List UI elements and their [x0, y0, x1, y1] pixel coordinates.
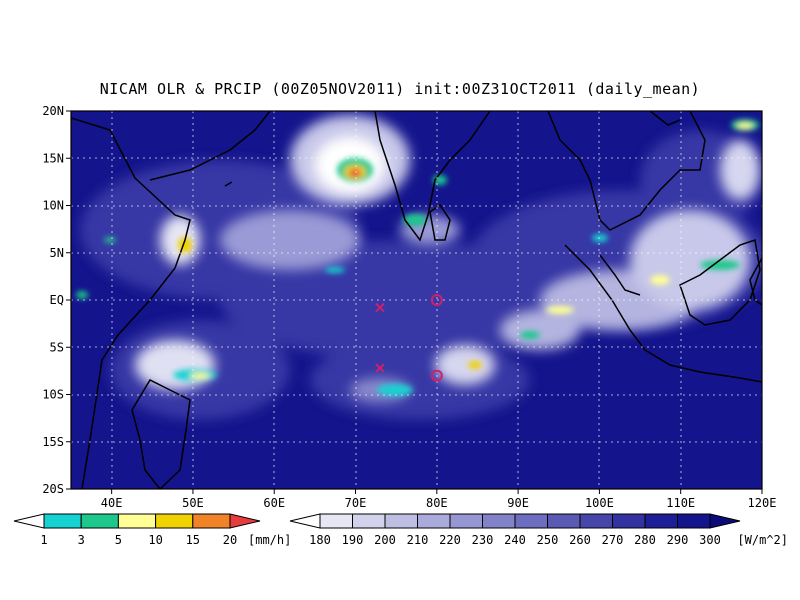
olr-legend-label: 180	[309, 533, 331, 547]
x-marker	[375, 363, 385, 373]
map-field	[71, 111, 762, 489]
lon-tick-label: 60E	[263, 496, 285, 510]
precip-unit: [mm/h]	[248, 533, 291, 547]
lat-tick-label: 5N	[50, 246, 64, 260]
olr-legend-box	[612, 513, 646, 529]
precip-legend-label: 3	[78, 533, 85, 547]
olr-unit: [W/m^2]	[737, 533, 788, 547]
precip-legend: 1 3 5 10 15 20 [mm/h]	[13, 513, 291, 547]
markers-group	[375, 294, 443, 382]
lon-tick-label: 90E	[507, 496, 529, 510]
x-marker	[375, 302, 385, 313]
lat-tick-label: 10N	[42, 199, 64, 213]
olr-legend-box	[352, 513, 386, 529]
circle-marker	[430, 369, 443, 382]
precip-legend-arrow-low	[13, 513, 45, 529]
olr-legend-label: 240	[504, 533, 526, 547]
olr-legend-label: 290	[667, 533, 689, 547]
precip-legend-box	[43, 513, 82, 529]
precip-legend-label: 5	[115, 533, 122, 547]
lat-tick-label: 20S	[42, 482, 64, 496]
lon-tick-label: 50E	[182, 496, 204, 510]
olr-legend-box	[547, 513, 581, 529]
lon-tick-label: 110E	[666, 496, 695, 510]
olr-legend: 180 190 200 210 220 230 240 250 260 270 280 290 300 […	[289, 513, 788, 547]
olr-legend-box	[417, 513, 451, 529]
olr-legend-label: 270	[602, 533, 624, 547]
precip-legend-label: 10	[148, 533, 162, 547]
olr-legend-box	[482, 513, 516, 529]
olr-legend-label: 230	[472, 533, 494, 547]
coastlines	[71, 111, 762, 489]
grid-lines	[71, 111, 762, 489]
olr-legend-arrow-low	[289, 513, 321, 529]
map-title: NICAM OLR & PRCIP (00Z05NOV2011) init:00…	[99, 80, 701, 98]
olr-legend-box	[514, 513, 548, 529]
olr-legend-box	[579, 513, 613, 529]
lat-tick-label: 10S	[42, 388, 64, 402]
lat-tick-label: 5S	[50, 340, 64, 354]
precip-legend-box	[80, 513, 119, 529]
olr-legend-box	[319, 513, 353, 529]
olr-legend-label: 280	[634, 533, 656, 547]
lon-tick-label: 120E	[748, 496, 777, 510]
olr-legend-arrow-high	[709, 513, 741, 529]
olr-legend-label: 250	[537, 533, 559, 547]
precip-legend-label: 20	[223, 533, 237, 547]
precip-legend-box	[155, 513, 194, 529]
olr-legend-label: 210	[407, 533, 429, 547]
lon-axis: 40E 50E 60E 70E 80E 90E 100E 110E 120E	[101, 489, 777, 510]
lat-axis: 20N 15N 10N 5N EQ 5S 10S 15S 20S	[42, 104, 71, 496]
lon-tick-label: 100E	[585, 496, 614, 510]
olr-legend-label: 200	[374, 533, 396, 547]
lat-tick-label: 15N	[42, 151, 64, 165]
precip-legend-label: 1	[40, 533, 47, 547]
precip-legend-arrow-high	[229, 513, 261, 529]
lat-tick-label: EQ	[50, 293, 64, 307]
lon-tick-label: 70E	[345, 496, 367, 510]
olr-legend-box	[644, 513, 678, 529]
precip-legend-box	[117, 513, 157, 529]
olr-legend-label: 220	[439, 533, 461, 547]
olr-legend-label: 190	[342, 533, 364, 547]
lat-tick-label: 20N	[42, 104, 64, 118]
circle-marker	[430, 294, 443, 306]
olr-legend-label: 300	[699, 533, 721, 547]
lon-tick-label: 40E	[101, 496, 123, 510]
olr-legend-box	[677, 513, 711, 529]
lon-tick-label: 80E	[426, 496, 448, 510]
precip-legend-box	[192, 513, 231, 529]
lat-tick-label: 15S	[42, 435, 64, 449]
olr-legend-box	[449, 513, 483, 529]
olr-legend-box	[384, 513, 418, 529]
olr-legend-label: 260	[569, 533, 591, 547]
precip-legend-label: 15	[186, 533, 200, 547]
